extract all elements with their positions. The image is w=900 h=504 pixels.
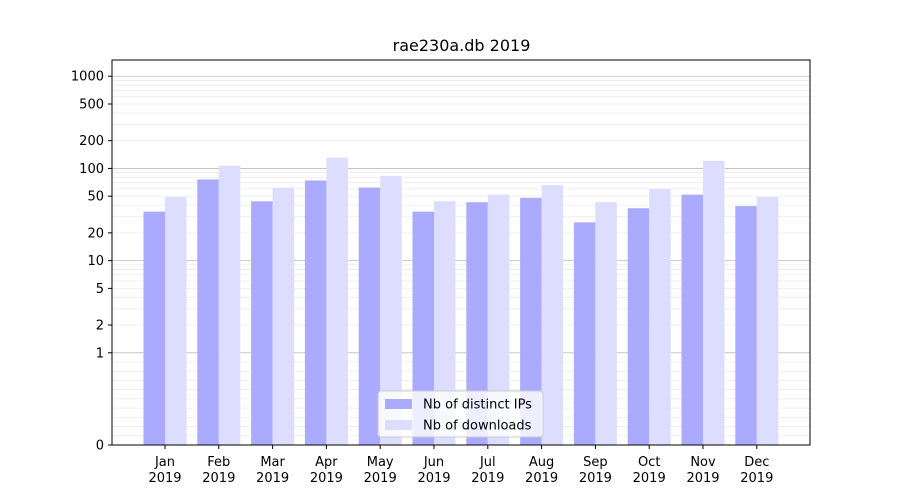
- x-tick-label: Sep 2019: [579, 455, 612, 486]
- bar-downloads: [595, 202, 617, 445]
- x-tick-label: Oct 2019: [633, 455, 666, 486]
- bar-distinct-ips: [358, 187, 381, 445]
- bar-distinct-ips: [735, 206, 757, 445]
- x-tick-label: Nov 2019: [686, 455, 719, 486]
- x-tick-label: Jun 2019: [417, 455, 450, 486]
- y-tick-label: 500: [79, 97, 104, 112]
- x-tick-label: Feb 2019: [202, 455, 235, 486]
- legend-label: Nb of distinct IPs: [423, 398, 532, 413]
- bar-downloads: [272, 187, 295, 445]
- bar-downloads: [326, 157, 348, 445]
- y-tick-label: 20: [87, 226, 104, 241]
- bar-downloads: [541, 185, 564, 446]
- bar-distinct-ips: [304, 180, 327, 445]
- bar-distinct-ips: [251, 201, 273, 445]
- bar-distinct-ips: [197, 179, 219, 445]
- y-tick-label: 0: [96, 439, 104, 454]
- legend-swatch: [385, 420, 412, 430]
- bar-distinct-ips: [466, 202, 488, 445]
- x-tick-label: May 2019: [364, 455, 397, 486]
- y-tick-label: 1000: [71, 70, 104, 85]
- x-axis: Jan 2019 Feb 2019 Mar 2019 Apr 2019 May 2019 Jun 20…: [148, 445, 773, 486]
- bar-downloads: [165, 196, 187, 445]
- bar-downloads: [487, 194, 510, 445]
- chart-title: rae230a.db 2019: [393, 36, 531, 55]
- y-tick-label: 100: [79, 162, 104, 177]
- y-axis: 0 1 2 5 10 20 50 100 200 500 1000: [71, 70, 112, 454]
- bar-distinct-ips: [412, 211, 434, 445]
- bar-downloads: [380, 175, 402, 445]
- bar-downloads: [756, 196, 779, 445]
- bar-distinct-ips: [681, 194, 703, 445]
- y-tick-label: 200: [79, 134, 104, 149]
- y-tick-label: 2: [96, 319, 104, 334]
- bars: [143, 157, 779, 446]
- bar-downloads: [703, 160, 725, 446]
- bar-distinct-ips: [143, 211, 165, 445]
- x-tick-label: Jan 2019: [148, 455, 181, 486]
- x-tick-label: Dec 2019: [740, 455, 773, 486]
- x-tick-label: Jul 2019: [471, 455, 504, 486]
- bar-downloads: [434, 201, 456, 445]
- y-tick-label: 10: [87, 254, 104, 269]
- x-tick-label: Apr 2019: [310, 455, 343, 486]
- plot-frame: [111, 59, 811, 446]
- y-tick-label: 5: [96, 282, 104, 297]
- bar-distinct-ips: [573, 222, 596, 445]
- x-tick-label: Mar 2019: [256, 455, 289, 486]
- legend-swatch: [385, 399, 412, 409]
- legend: Nb of distinct IPs Nb of downloads: [377, 390, 544, 438]
- bar-distinct-ips: [520, 197, 542, 445]
- bar-downloads: [218, 165, 241, 445]
- bar-downloads: [649, 188, 671, 445]
- legend-label: Nb of downloads: [423, 419, 532, 434]
- y-tick-label: 1: [96, 346, 104, 361]
- legend-box: [377, 390, 544, 438]
- x-tick-label: Aug 2019: [525, 455, 558, 486]
- y-tick-label: 50: [87, 190, 104, 205]
- bar-distinct-ips: [627, 208, 650, 445]
